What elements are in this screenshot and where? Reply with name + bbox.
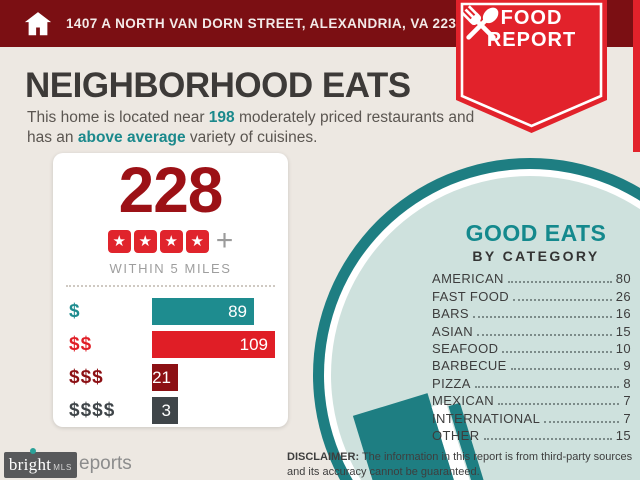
dotted-leader <box>477 333 612 336</box>
price-bar-chart: $89 $$ 109 $$$ 21 $$$$ 3 <box>53 293 288 427</box>
ribbon-shape <box>456 0 607 133</box>
restaurant-count: 198 <box>208 109 235 126</box>
category-row: BARS 16 <box>432 304 631 321</box>
dotted-leader <box>502 350 612 353</box>
star-icon: ★ <box>185 229 209 253</box>
header-address: 1407 A NORTH VAN DORN STREET, ALEXANDRIA… <box>66 16 473 31</box>
category-value: 80 <box>615 271 631 287</box>
good-eats-subtitle: BY CATEGORY <box>472 248 600 264</box>
plus-sign: + <box>215 224 234 258</box>
total-restaurant-count: 228 <box>118 154 224 226</box>
category-row: BARBECUE 9 <box>432 356 631 373</box>
badge-title: FOOD REPORT <box>456 7 607 51</box>
star-rating: ★ ★ ★ ★ + <box>53 226 288 256</box>
dotted-leader <box>474 385 620 388</box>
category-row: INTERNATIONAL 7 <box>432 408 631 426</box>
disclaimer-label: DISCLAIMER: <box>287 451 360 463</box>
category-row: ASIAN 15 <box>432 321 631 339</box>
logo-dot-icon <box>30 448 36 454</box>
price-tier-label: $$$ <box>69 366 104 388</box>
home-icon <box>24 11 52 35</box>
dotted-leader <box>473 316 612 319</box>
price-tier-bar: 21 <box>152 364 178 392</box>
right-edge-strip <box>633 0 640 152</box>
category-name: ASIAN <box>432 323 474 339</box>
disclaimer-text: The information in this report is from t… <box>287 451 633 478</box>
star-icon: ★ <box>159 229 183 253</box>
star-icon: ★ <box>107 229 131 253</box>
category-row: MEXICAN 7 <box>432 391 631 408</box>
category-value: 15 <box>615 427 631 443</box>
category-name: BARS <box>432 306 470 322</box>
variety-highlight: above average <box>77 128 186 146</box>
price-tier-row: $$$$ 3 <box>69 394 275 427</box>
category-row: SEAFOOD 10 <box>432 339 631 356</box>
reports-logo-fragment: eports <box>79 453 132 474</box>
category-row: AMERICAN 80 <box>432 269 631 286</box>
price-tier-row: $89 <box>69 295 275 328</box>
category-value: 10 <box>615 340 631 356</box>
category-row: OTHER 15 <box>432 426 631 443</box>
category-value: 16 <box>615 306 631 322</box>
category-value: 15 <box>615 323 631 339</box>
price-tier-value: 3 <box>161 400 171 420</box>
category-name: BARBECUE <box>432 358 507 374</box>
subtitle-line1: This home is located near 198 moderately… <box>27 109 475 126</box>
brightmls-logo: bright MLS <box>4 452 77 478</box>
subtitle-line2: has an above average variety of cuisines… <box>27 128 318 146</box>
category-name: SEAFOOD <box>432 340 499 356</box>
price-tier-row: $$$ 21 <box>69 361 275 394</box>
logo-sub-text: MLS <box>53 463 73 472</box>
dotted-leader <box>510 368 620 371</box>
page-title: NEIGHBORHOOD EATS <box>25 66 411 105</box>
food-report-badge: FOOD REPORT <box>456 0 607 136</box>
disclaimer: DISCLAIMER: The information in this repo… <box>287 450 637 480</box>
page-subtitle: This home is located near 198 moderately… <box>27 108 482 148</box>
category-value: 26 <box>615 288 631 304</box>
price-tier-label: $$ <box>69 333 93 355</box>
price-tier-label: $ <box>69 300 81 322</box>
category-name: FAST FOOD <box>432 288 510 304</box>
price-tier-bar: 89 <box>152 298 254 326</box>
divider <box>66 285 275 288</box>
category-name: MEXICAN <box>432 393 495 409</box>
price-tier-bar: 3 <box>152 397 178 425</box>
utensils-icon <box>461 5 499 40</box>
star-icon: ★ <box>133 229 157 253</box>
category-value: 8 <box>623 375 631 391</box>
dotted-leader <box>498 403 620 406</box>
category-row: PIZZA 8 <box>432 373 631 391</box>
category-row: FAST FOOD 26 <box>432 286 631 304</box>
category-name: INTERNATIONAL <box>432 410 541 426</box>
dotted-leader <box>544 420 620 423</box>
category-value: 9 <box>623 358 631 374</box>
category-value: 7 <box>623 393 631 409</box>
good-eats-heading: GOOD EATS BY CATEGORY <box>430 220 640 264</box>
dotted-leader <box>513 298 612 301</box>
category-name: AMERICAN <box>432 271 504 287</box>
dotted-leader <box>483 437 612 440</box>
category-name: PIZZA <box>432 375 471 391</box>
price-tier-value: 109 <box>239 334 268 354</box>
price-tier-row: $$ 109 <box>69 328 275 361</box>
badge-title-line1: FOOD <box>500 7 563 29</box>
dotted-leader <box>507 281 612 284</box>
price-tier-bar: 109 <box>152 331 275 359</box>
category-value: 7 <box>623 410 631 426</box>
logo-text: bright <box>8 455 52 474</box>
badge-title-line2: REPORT <box>486 28 577 51</box>
price-tier-value: 21 <box>152 367 171 387</box>
category-name: OTHER <box>432 427 480 443</box>
good-eats-title: GOOD EATS <box>465 220 607 246</box>
radius-label: WITHIN 5 MILES <box>109 261 232 277</box>
price-tier-value: 89 <box>228 301 247 321</box>
summary-card: 228 ★ ★ ★ ★ + WITHIN 5 MILES $89 $$ 109 $$$ 21 $$… <box>53 153 288 427</box>
category-list: AMERICAN 80 FAST FOOD 26 BARS 16 ASIAN 15 SEAFOO… <box>432 269 631 443</box>
price-tier-label: $$$$ <box>69 399 116 421</box>
